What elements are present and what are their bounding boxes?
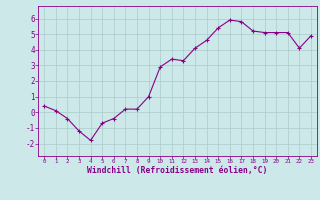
- X-axis label: Windchill (Refroidissement éolien,°C): Windchill (Refroidissement éolien,°C): [87, 166, 268, 175]
